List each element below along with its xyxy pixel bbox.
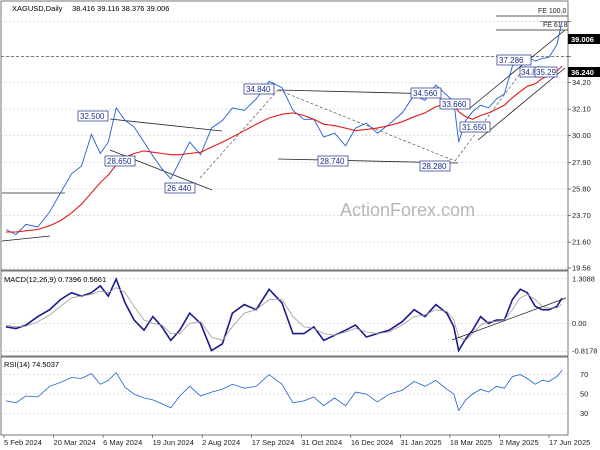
annotation-33660: 33.660 xyxy=(439,98,471,110)
price-annotations: 32.500 28.650 26.440 34.840 28.740 34.56… xyxy=(77,54,558,194)
rsi-series xyxy=(5,369,563,412)
fe-618-label: FE 61.8 xyxy=(543,22,568,29)
macd-series-macd xyxy=(5,277,563,353)
time-tick-label: 18 Mar 2025 xyxy=(450,438,492,447)
annotation-31650: 31.650 xyxy=(459,121,491,133)
annotation-34560: 34.560 xyxy=(410,87,442,99)
price-series-close xyxy=(5,21,563,236)
annotation-28280: 28.280 xyxy=(419,160,451,172)
svg-text:34.86: 34.86 xyxy=(521,68,542,77)
svg-text:36.240: 36.240 xyxy=(571,68,594,77)
price-tick-label: 27.90 xyxy=(572,158,591,167)
macd-tick-label: -0.8178 xyxy=(572,347,597,356)
macd-tick-label: 0.00 xyxy=(572,319,587,328)
channel-lower xyxy=(477,67,566,141)
time-tick-label: 2 Aug 2024 xyxy=(202,438,240,447)
level-price-badge: 36.240 xyxy=(568,67,600,77)
price-tick-label: 19.56 xyxy=(572,264,591,273)
svg-text:33.660: 33.660 xyxy=(442,100,467,109)
channel-line-2 xyxy=(1,235,51,242)
rsi-label: RSI(14) 74.5037 xyxy=(4,360,59,369)
macd-series xyxy=(5,277,563,353)
svg-text:35.29: 35.29 xyxy=(536,68,557,77)
macd-tick-label: 1.3088 xyxy=(572,274,595,283)
svg-text:37.286: 37.286 xyxy=(499,56,524,65)
svg-text:32.500: 32.500 xyxy=(80,112,105,121)
rsi-axis: 70 50 30 xyxy=(580,370,588,418)
fe-100-label: FE 100.0 xyxy=(538,8,567,15)
time-tick-label: 2 May 2025 xyxy=(499,438,538,447)
svg-text:26.440: 26.440 xyxy=(167,184,192,193)
svg-text:28.650: 28.650 xyxy=(107,157,132,166)
macd-grid xyxy=(1,278,568,352)
time-tick-label: 20 Mar 2024 xyxy=(54,438,96,447)
time-axis: 5 Feb 2024 20 Mar 2024 6 May 2024 19 Jun 20… xyxy=(3,435,590,447)
projection-2 xyxy=(277,89,456,162)
triangle-upper xyxy=(109,118,223,132)
price-tick-label: 32.10 xyxy=(572,105,591,114)
annotation-37286: 37.286 xyxy=(496,54,532,66)
projection-1 xyxy=(199,89,279,179)
price-tick-label: 25.80 xyxy=(572,184,591,193)
rsi-grid xyxy=(1,374,568,414)
annotation-28740: 28.740 xyxy=(317,155,349,167)
symbol-label: XAGUSD,Daily xyxy=(12,4,63,13)
rsi-series-rsi xyxy=(5,369,563,412)
annotation-26440: 26.440 xyxy=(164,182,196,194)
price-series xyxy=(5,21,563,236)
svg-text:28.740: 28.740 xyxy=(320,157,345,166)
annotation-3529: 35.29 xyxy=(534,66,558,78)
watermark: ActionForex.com xyxy=(340,200,475,220)
rsi-tick-label: 50 xyxy=(580,390,588,399)
price-tick-label: 21.60 xyxy=(572,238,591,247)
price-grid xyxy=(1,21,568,269)
macd-label: MACD(12,26,9) 0.7396 0.5661 xyxy=(4,275,106,284)
price-series-ma xyxy=(6,65,563,233)
svg-text:39.006: 39.006 xyxy=(571,35,594,44)
svg-text:34.560: 34.560 xyxy=(413,89,438,98)
price-tick-label: 34.20 xyxy=(572,78,591,87)
annotation-32500: 32.500 xyxy=(77,110,109,122)
macd-panel-frame xyxy=(0,270,569,357)
time-tick-label: 16 Dec 2024 xyxy=(351,438,394,447)
macd-series-signal xyxy=(5,287,563,341)
price-tick-label: 23.70 xyxy=(572,211,591,220)
svg-text:28.280: 28.280 xyxy=(422,162,447,171)
price-axis: 19.56 21.60 23.70 25.80 27.90 30.00 32.10 34.20 xyxy=(568,21,591,273)
time-tick-label: 19 Jun 2024 xyxy=(153,438,194,447)
time-tick-label: 31 Jan 2025 xyxy=(400,438,441,447)
svg-text:34.840: 34.840 xyxy=(246,85,271,94)
svg-text:31.650: 31.650 xyxy=(462,123,487,132)
time-tick-label: 5 Feb 2024 xyxy=(4,438,42,447)
time-tick-label: 17 Jun 2025 xyxy=(549,438,590,447)
macd-trendline xyxy=(451,297,567,341)
ohlc-readout: 38.416 39.116 38.376 39.006 xyxy=(72,4,169,13)
rsi-tick-label: 70 xyxy=(580,370,588,379)
annotation-34840: 34.840 xyxy=(243,83,275,95)
time-tick-label: 6 May 2024 xyxy=(103,438,142,447)
time-tick-label: 31 Oct 2024 xyxy=(301,438,342,447)
rsi-tick-label: 30 xyxy=(580,409,588,418)
rsi-panel-frame xyxy=(0,356,569,436)
time-tick-label: 17 Sep 2024 xyxy=(252,438,295,447)
channel-upper xyxy=(469,29,566,109)
last-price-badge: 39.006 xyxy=(568,34,600,44)
price-tick-label: 30.00 xyxy=(572,131,591,140)
annotation-28650: 28.650 xyxy=(104,155,136,167)
macd-axis: 1.3088 0.00 -0.8178 xyxy=(572,274,597,355)
